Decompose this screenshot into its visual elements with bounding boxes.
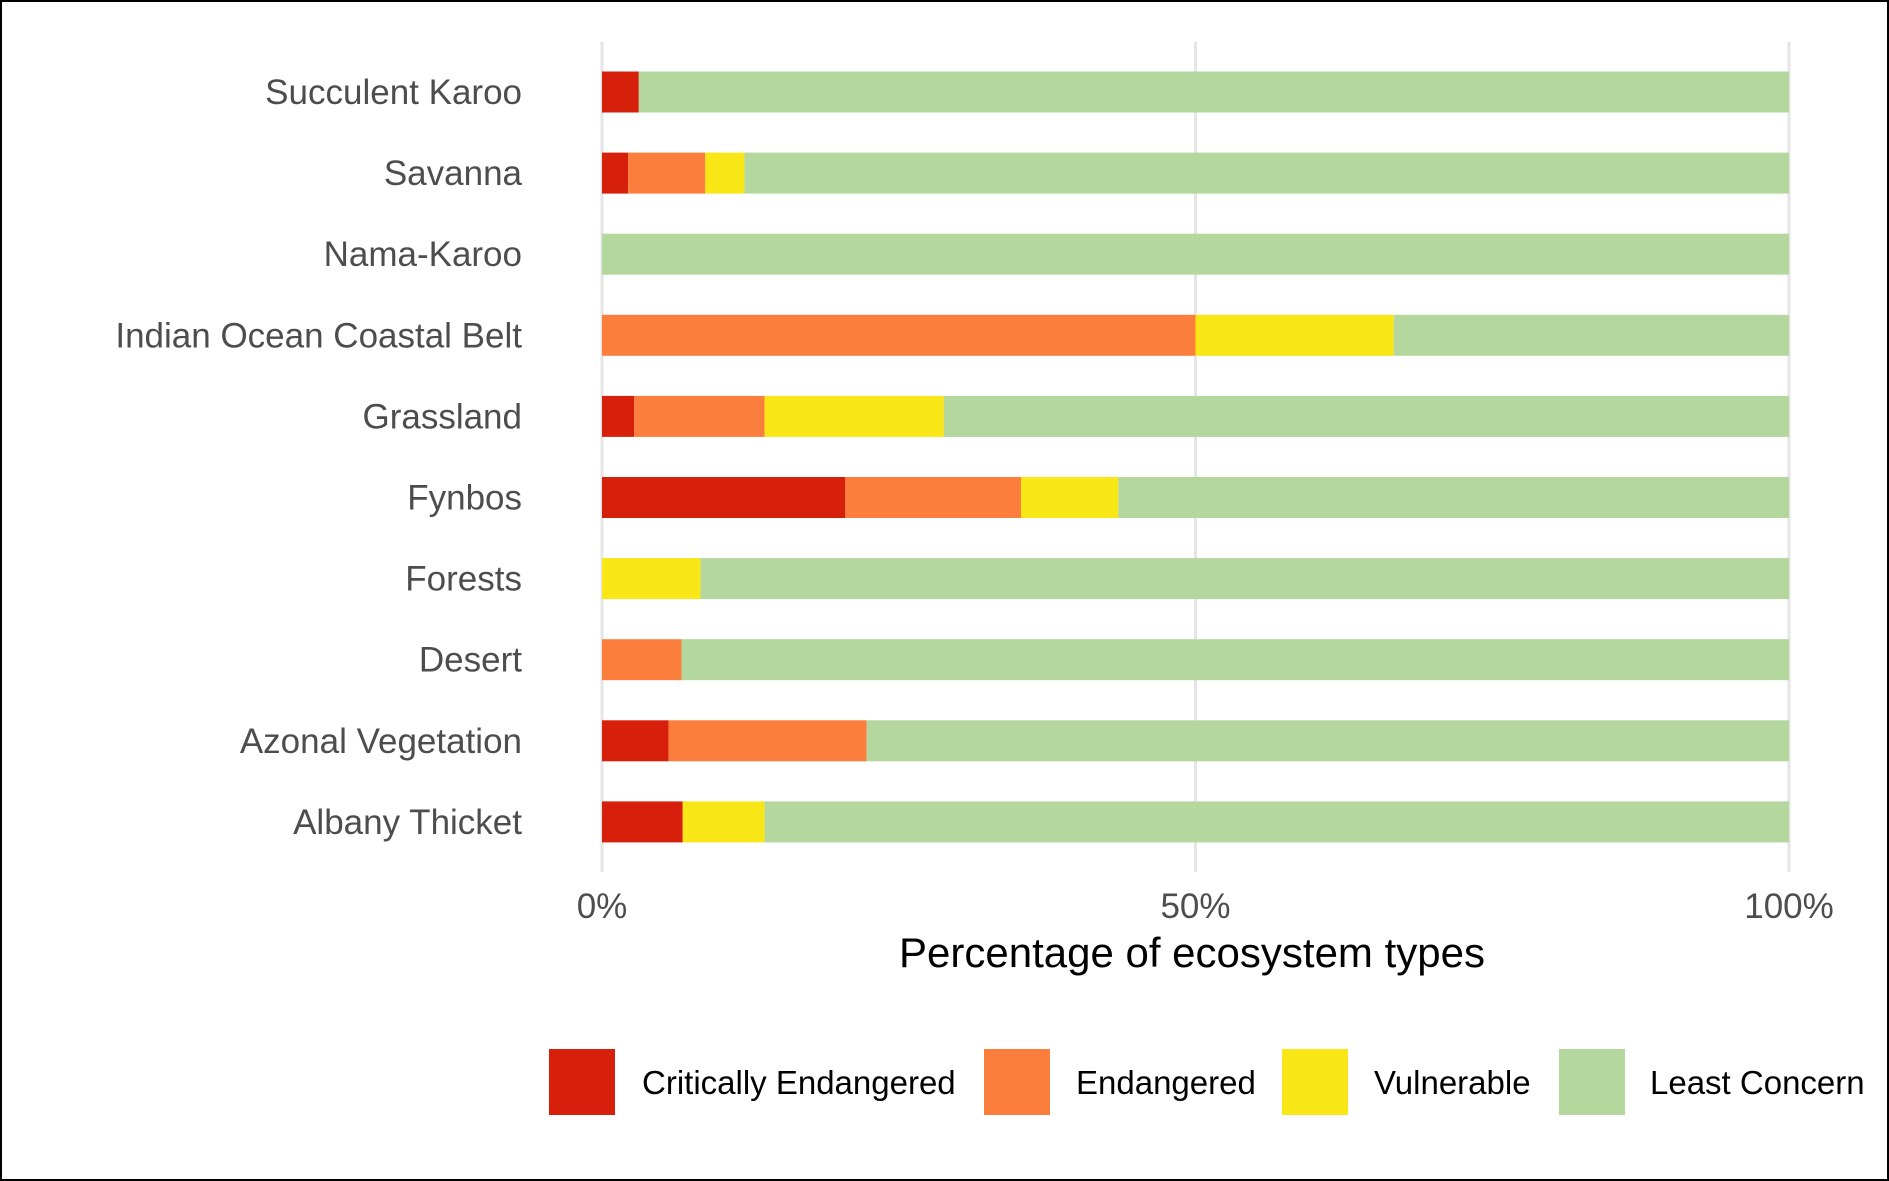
- bar-segment: [1118, 477, 1789, 518]
- x-tick-label: 0%: [577, 887, 628, 926]
- y-tick-label: Fynbos: [407, 479, 522, 518]
- y-tick-label: Grassland: [362, 397, 522, 436]
- legend-label: Vulnerable: [1374, 1064, 1531, 1101]
- y-tick-label: Forests: [405, 560, 522, 599]
- bar-segment: [602, 477, 846, 518]
- bar-segment: [602, 71, 639, 113]
- legend: Critically Endangered Endangered Vulnerabl…: [549, 1049, 1865, 1115]
- x-tick-label: 100%: [1744, 887, 1834, 926]
- bar-segment: [638, 71, 1789, 113]
- bar-segment: [682, 801, 765, 843]
- y-tick-label: Desert: [419, 641, 522, 680]
- legend-key: [549, 1049, 615, 1115]
- bar-segment: [602, 395, 635, 437]
- y-axis-tick-labels: Succulent Karoo Savanna Nama-Karoo Indian O…: [115, 73, 522, 842]
- bar-segment: [705, 152, 745, 194]
- bar-segment: [700, 558, 1789, 600]
- bar-segment: [943, 395, 1789, 437]
- legend-label: Endangered: [1076, 1064, 1256, 1101]
- legend-key: [984, 1049, 1050, 1115]
- y-tick-label: Nama-Karoo: [324, 235, 522, 274]
- legend-label: Critically Endangered: [642, 1064, 956, 1101]
- bar-segment: [668, 720, 867, 762]
- y-tick-label: Indian Ocean Coastal Belt: [115, 316, 522, 355]
- legend-label: Least Concern: [1650, 1064, 1865, 1101]
- bar-segment: [764, 801, 1789, 843]
- bar-segment: [1393, 314, 1789, 356]
- bar-segment: [602, 720, 669, 762]
- bar-segment: [602, 314, 1196, 356]
- bar-segment: [602, 558, 701, 600]
- legend-key: [1282, 1049, 1348, 1115]
- x-axis-tick-labels: 0% 50% 100%: [577, 887, 1834, 926]
- y-tick-label: Savanna: [384, 154, 523, 193]
- bar-segment: [628, 152, 706, 194]
- bar-segment: [634, 395, 765, 437]
- bar-segment: [866, 720, 1789, 762]
- y-tick-label: Albany Thicket: [293, 803, 522, 842]
- bar-segment: [602, 801, 683, 843]
- x-tick-label: 50%: [1160, 887, 1230, 926]
- bar-segment: [845, 477, 1022, 518]
- bar-segment: [1021, 477, 1119, 518]
- bar-segment: [1195, 314, 1394, 356]
- legend-item: Least Concern: [1559, 1049, 1865, 1115]
- x-axis-title: Percentage of ecosystem types: [899, 929, 1485, 976]
- bar-segment: [681, 639, 1789, 681]
- bars: [602, 71, 1790, 843]
- bar-segment: [764, 395, 944, 437]
- y-tick-label: Azonal Vegetation: [240, 722, 522, 761]
- legend-item: Endangered: [984, 1049, 1256, 1115]
- legend-item: Vulnerable: [1282, 1049, 1531, 1115]
- legend-item: Critically Endangered: [549, 1049, 956, 1115]
- bar-segment: [602, 233, 1789, 275]
- y-tick-label: Succulent Karoo: [265, 73, 522, 112]
- bar-segment: [602, 152, 629, 194]
- bar-segment: [602, 639, 682, 681]
- bar-segment: [744, 152, 1790, 194]
- legend-key: [1559, 1049, 1625, 1115]
